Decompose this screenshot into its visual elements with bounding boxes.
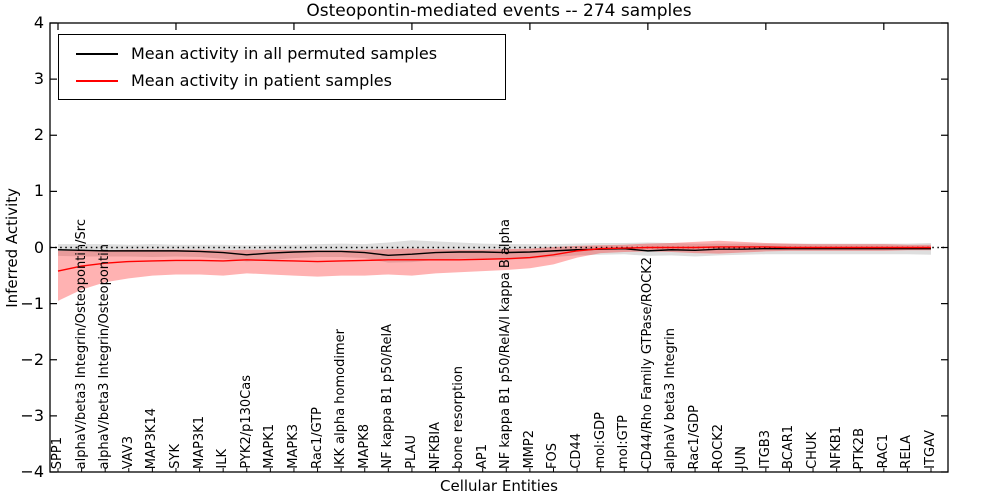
- x-tick-label: FOS: [545, 443, 561, 469]
- x-tick-label: CD44: [569, 433, 585, 469]
- x-tick-label: NFKB1: [828, 426, 844, 469]
- legend-item: Mean activity in all permuted samples: [59, 40, 505, 67]
- y-tick-label: −1: [20, 293, 44, 313]
- x-tick-label: RAC1: [875, 434, 891, 469]
- x-tick-label: mol:GTP: [616, 415, 632, 469]
- y-tick-label: 1: [33, 181, 44, 201]
- x-tick-label: alphaV beta3 Integrin: [663, 327, 679, 469]
- x-tick-label: MMP2: [521, 430, 537, 469]
- y-tick-label: −2: [20, 349, 44, 369]
- legend-line-sample: [76, 52, 118, 55]
- y-tick-label: −3: [20, 405, 44, 425]
- y-tick-label: −4: [20, 462, 44, 481]
- chart-title: Osteopontin-mediated events -- 274 sampl…: [306, 1, 692, 21]
- x-tick-label: Rac1/GDP: [687, 404, 703, 469]
- y-tick-label: 0: [33, 237, 44, 257]
- x-tick-label: ROCK2: [710, 423, 726, 469]
- x-tick-label: CHUK: [805, 432, 821, 469]
- x-tick-label: CD44/Rho Family GTPase/ROCK2: [639, 256, 655, 469]
- legend-item-label: Mean activity in patient samples: [131, 70, 392, 90]
- x-tick-label: ITGAV: [923, 430, 938, 469]
- x-tick-label: mol:GDP: [592, 412, 608, 469]
- legend: Mean activity in all permuted samples Me…: [58, 34, 506, 100]
- x-tick-label: BCAR1: [781, 425, 797, 469]
- x-axis-label: Cellular Entities: [440, 477, 558, 495]
- y-tick-label: 4: [33, 13, 44, 32]
- x-tick-label: PTK2B: [852, 427, 868, 470]
- legend-item: Mean activity in patient samples: [59, 67, 505, 94]
- y-tick-label: 2: [33, 125, 44, 145]
- x-tick-label: ITGB3: [757, 429, 773, 469]
- y-tick-label: 3: [33, 69, 44, 89]
- legend-line-sample: [76, 79, 118, 82]
- legend-item-label: Mean activity in all permuted samples: [131, 43, 438, 63]
- x-tick-label: RELA: [899, 435, 915, 469]
- x-tick-label: JUN: [734, 445, 750, 469]
